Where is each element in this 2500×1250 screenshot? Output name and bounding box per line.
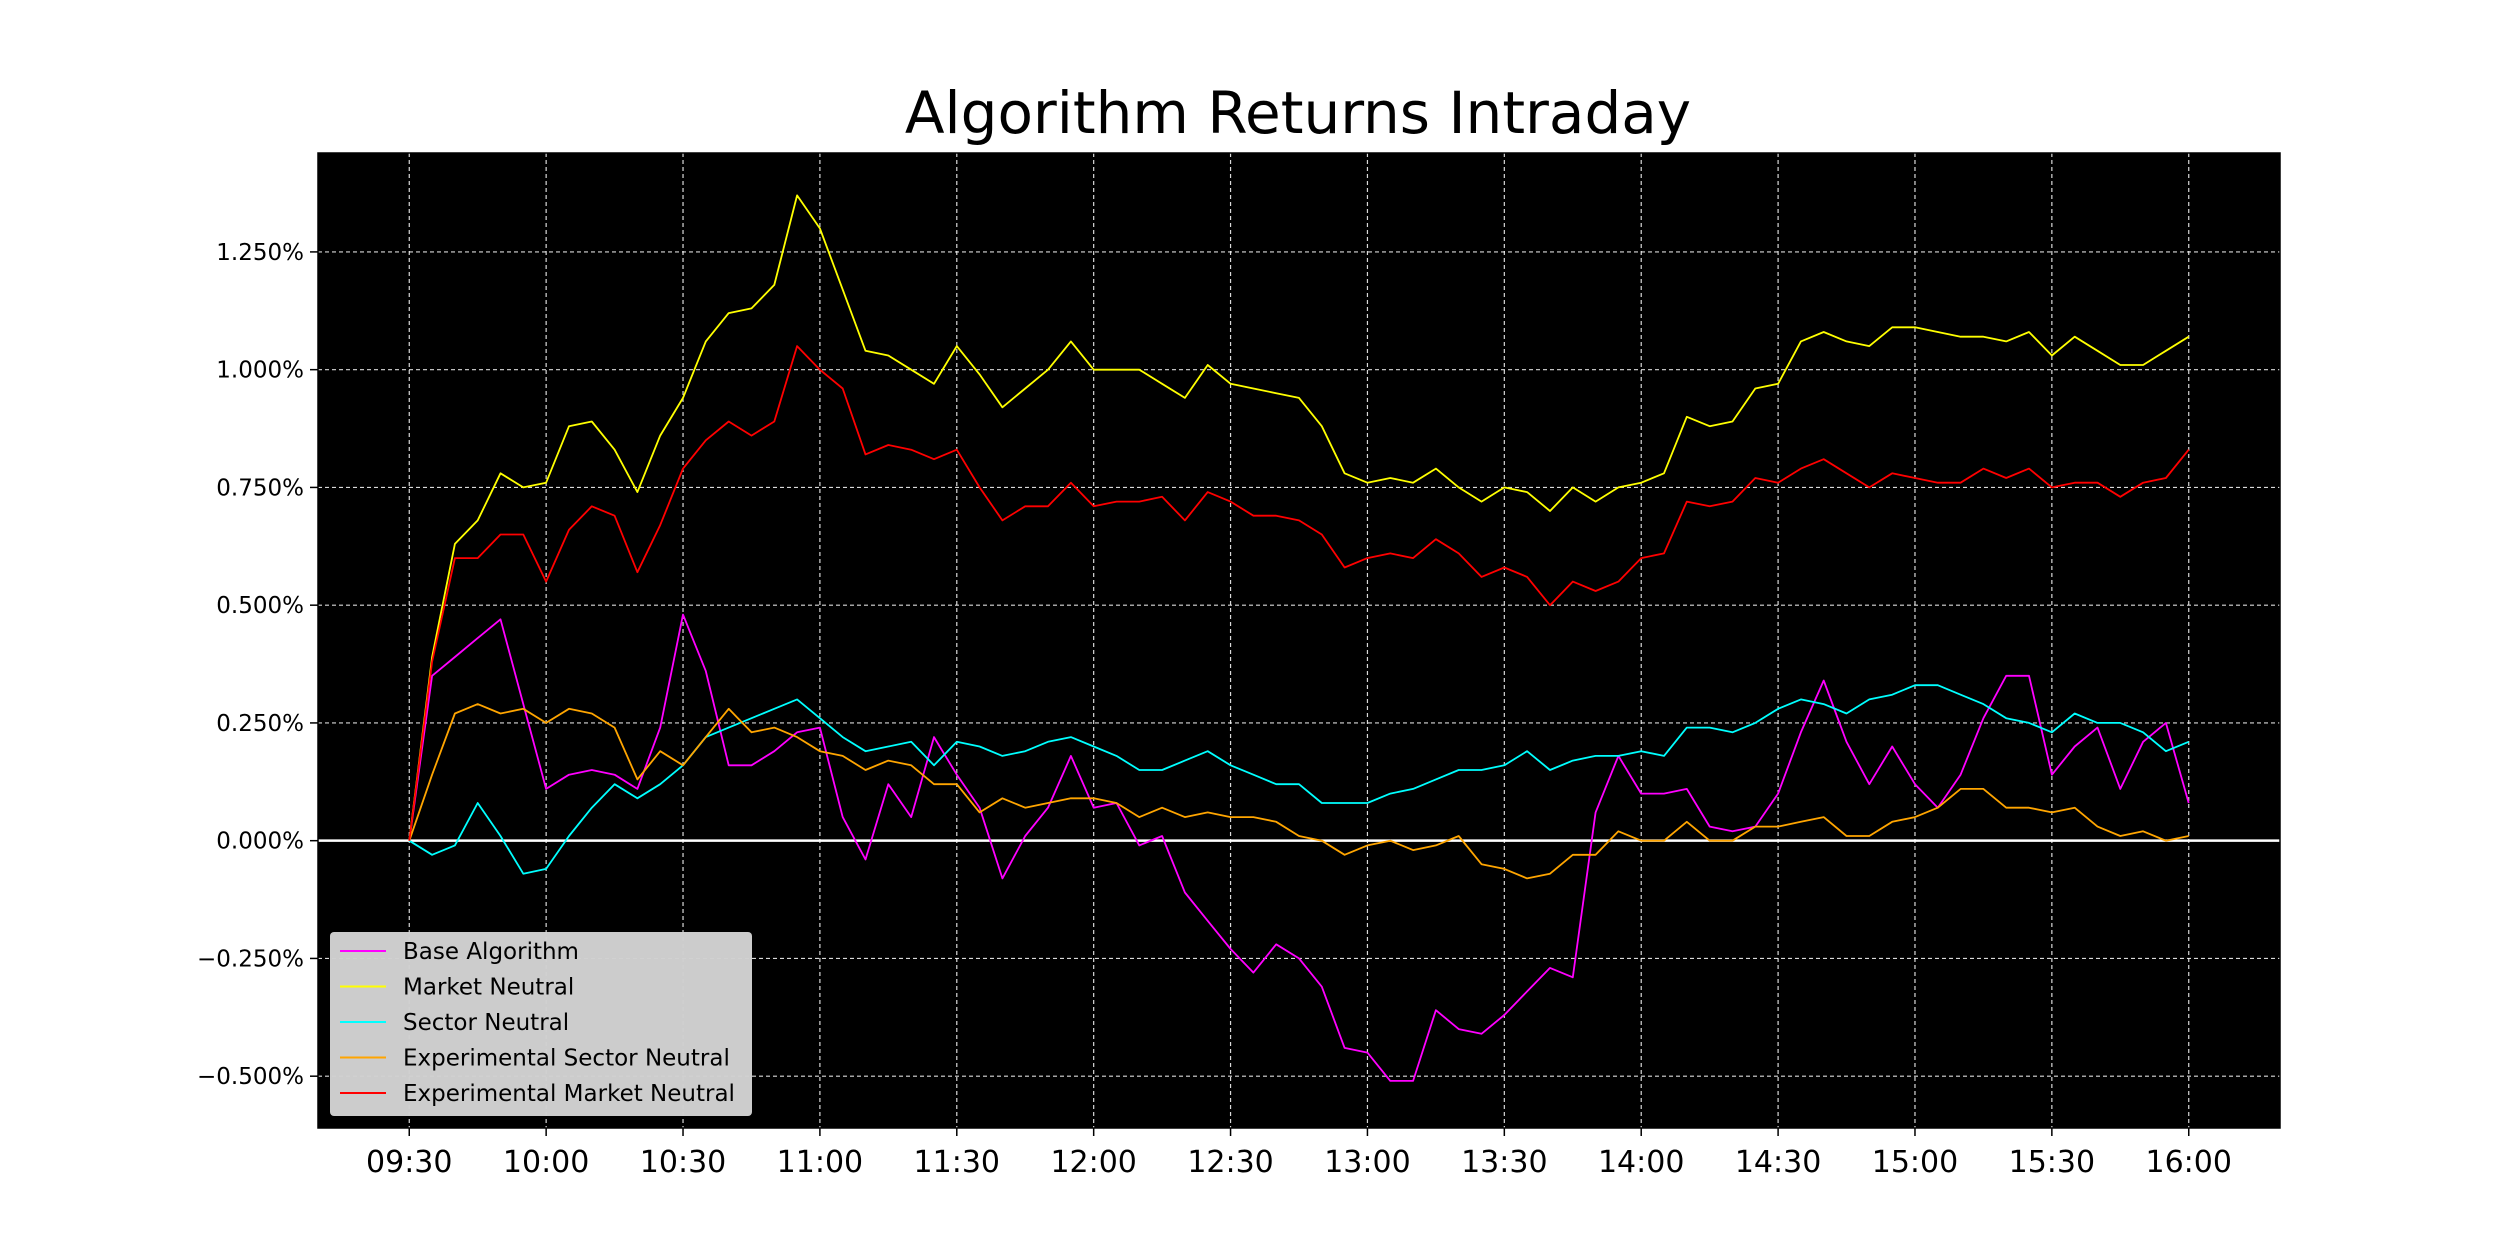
x-tick-label: 13:30 — [1461, 1145, 1547, 1180]
chart-title: Algorithm Returns Intraday — [905, 79, 1691, 147]
x-axis: 09:30 10:00 10:30 11:00 11:30 12:00 12:30 13:00… — [317, 152, 2281, 1180]
x-tick-label: 15:00 — [1872, 1145, 1958, 1180]
y-tick-label: 0.250% — [216, 711, 304, 737]
x-tick-label: 11:00 — [777, 1145, 863, 1180]
x-tick-label: 12:30 — [1187, 1145, 1273, 1180]
x-tick-label: 12:00 — [1050, 1145, 1136, 1180]
x-tick-label: 15:30 — [2009, 1145, 2095, 1180]
y-tick-label: 1.000% — [216, 358, 304, 384]
legend-label-base-algorithm: Base Algorithm — [403, 939, 579, 965]
legend-box — [330, 932, 752, 1116]
x-tick-label: 10:00 — [503, 1145, 589, 1180]
y-tick-label: 0.500% — [216, 593, 304, 619]
x-tick-label: 13:00 — [1324, 1145, 1410, 1180]
x-tick-label: 16:00 — [2146, 1145, 2232, 1180]
series-line-base-algorithm — [408, 613, 2190, 1082]
series-line-market-neutral — [408, 194, 2190, 841]
y-tick-label: −0.500% — [197, 1064, 304, 1090]
legend-label-experimental-sector-neutral: Experimental Sector Neutral — [403, 1046, 730, 1072]
legend: Base Algorithm Market Neutral Sector Neutr… — [330, 932, 752, 1116]
plot-border — [317, 152, 2281, 1129]
y-tick-label: 0.000% — [216, 829, 304, 855]
y-tick-label: −0.250% — [197, 946, 304, 972]
legend-label-market-neutral: Market Neutral — [403, 975, 574, 1001]
x-tick-label: 14:30 — [1735, 1145, 1821, 1180]
series-lines — [408, 194, 2190, 1082]
y-tick-label: 0.750% — [216, 475, 304, 501]
x-tick-label: 14:00 — [1598, 1145, 1684, 1180]
x-tick-label: 09:30 — [366, 1145, 452, 1180]
series-line-experimental-sector-neutral — [408, 703, 2189, 880]
series-line-experimental-market-neutral — [408, 345, 2190, 841]
y-tick-label: 1.250% — [216, 240, 304, 266]
x-tick-label: 11:30 — [914, 1145, 1000, 1180]
x-tick-label: 10:30 — [640, 1145, 726, 1180]
legend-label-sector-neutral: Sector Neutral — [403, 1010, 569, 1036]
legend-label-experimental-market-neutral: Experimental Market Neutral — [403, 1081, 735, 1107]
y-axis: −0.500% −0.250% 0.000% 0.250% 0.500% 0.750% 1.… — [197, 240, 318, 1090]
